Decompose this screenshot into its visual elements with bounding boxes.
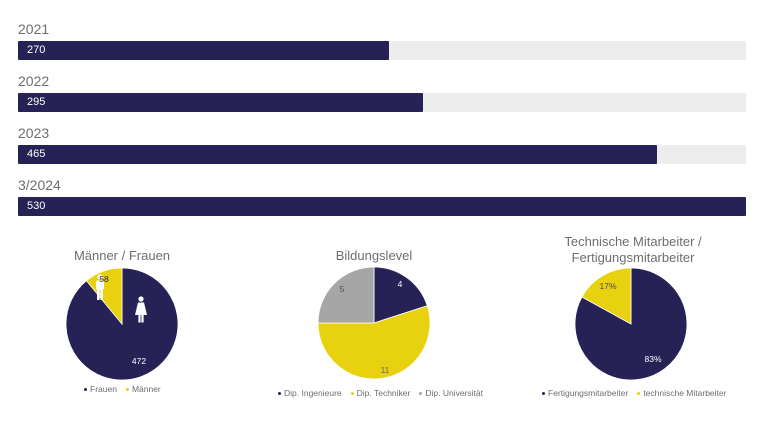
- pie-slice: [65, 267, 179, 381]
- pie-slice: [317, 305, 431, 380]
- bar-category-label: 2023: [18, 125, 50, 141]
- pie-slice: [581, 267, 632, 325]
- pie-legend: Dip. Ingenieure Dip. Techniker Dip. Univ…: [278, 388, 483, 398]
- legend-item: technische Mitarbeiter: [637, 388, 726, 398]
- pie-slice: [317, 266, 375, 324]
- pie-slice-label: 58: [99, 274, 109, 284]
- bar-category-label: 2021: [18, 21, 50, 37]
- pie-slice-label: 11: [381, 365, 390, 375]
- legend-label: technische Mitarbeiter: [643, 388, 727, 398]
- legend-swatch: [84, 387, 87, 391]
- man-icon: [96, 274, 104, 300]
- woman-icon: [135, 296, 147, 323]
- pie-title: Bildungslevel: [335, 248, 413, 263]
- bar-row: 2021 270: [18, 20, 746, 60]
- legend-label: Frauen: [90, 384, 117, 394]
- bar-category-label: 2022: [18, 73, 50, 89]
- pie-gender-svg: 58 472: [65, 267, 179, 381]
- bar: [18, 197, 746, 216]
- pie-slice-label: 17%: [599, 281, 616, 291]
- legend-swatch: [350, 391, 354, 395]
- pie-legend: Frauen Männer: [84, 384, 161, 394]
- pie-slice-label: 472: [132, 356, 146, 366]
- bar-track: 465: [18, 145, 746, 164]
- pie-chart-staff: Technische Mitarbeiter / Fertigungsmitar…: [548, 234, 718, 266]
- bar-track: 270: [18, 41, 746, 60]
- bar: [18, 145, 657, 164]
- bar-row: 3/2024 530: [18, 176, 746, 216]
- legend-label: Fertigungsmitarbeiter: [548, 388, 629, 398]
- legend-item: Männer: [125, 384, 161, 394]
- pie-legend: Fertigungsmitarbeiter technische Mitarbe…: [542, 388, 726, 398]
- bar-row: 2023 465: [18, 124, 746, 164]
- pie-slice-label: 5: [340, 284, 345, 294]
- legend-item: Fertigungsmitarbeiter: [542, 388, 628, 398]
- pie-education-svg: 4 11 5: [317, 266, 431, 380]
- legend-label: Dip. Techniker: [356, 388, 411, 398]
- legend-item: Dip. Ingenieure: [278, 388, 342, 398]
- legend-item: Dip. Universität: [419, 388, 483, 398]
- pie-slice: [85, 267, 123, 326]
- bar-row: 2022 295: [18, 72, 746, 112]
- bar: [18, 41, 389, 60]
- bar-value-label: 530: [27, 200, 46, 212]
- pie-staff-svg: 17% 83%: [574, 267, 688, 381]
- legend-label: Dip. Ingenieure: [284, 388, 342, 398]
- legend-item: Frauen: [84, 384, 117, 394]
- legend-swatch: [637, 391, 641, 395]
- pie-slice: [373, 266, 428, 324]
- pie-slice-label: 83%: [644, 354, 661, 364]
- legend-label: Dip. Universität: [425, 388, 483, 398]
- bar-value-label: 270: [27, 44, 46, 56]
- bar-track: 295: [18, 93, 746, 112]
- pie-chart-gender: Männer / Frauen: [60, 248, 184, 264]
- legend-item: Dip. Techniker: [350, 388, 411, 398]
- legend-swatch: [125, 387, 129, 391]
- pie-chart-education: Bildungslevel: [314, 248, 434, 264]
- bar-value-label: 295: [27, 96, 46, 108]
- legend-swatch: [278, 391, 281, 395]
- pie-slice-label: 4: [398, 279, 403, 289]
- bar-category-label: 3/2024: [18, 177, 61, 193]
- pie-title-line-1: Technische Mitarbeiter /: [564, 234, 702, 249]
- legend-swatch: [542, 391, 545, 395]
- pie-title: Männer / Frauen: [73, 248, 171, 263]
- legend-label: Männer: [131, 384, 161, 394]
- pie-title-line-2: Fertigungsmitarbeiter: [571, 250, 695, 265]
- bar: [18, 93, 424, 112]
- legend-swatch: [419, 391, 423, 395]
- bar-track: 530: [18, 197, 746, 216]
- bar-value-label: 465: [27, 148, 46, 160]
